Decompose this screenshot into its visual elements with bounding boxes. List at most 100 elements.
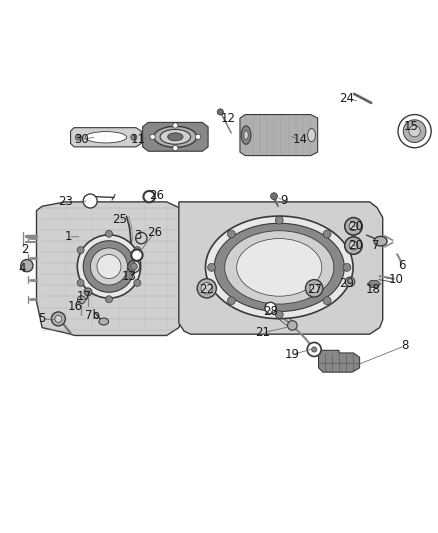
Circle shape bbox=[227, 230, 235, 238]
Circle shape bbox=[77, 247, 84, 254]
Circle shape bbox=[288, 321, 297, 330]
Ellipse shape bbox=[160, 130, 191, 144]
Text: 28: 28 bbox=[263, 304, 278, 318]
Ellipse shape bbox=[78, 235, 141, 298]
Ellipse shape bbox=[241, 126, 251, 144]
Circle shape bbox=[208, 263, 215, 271]
Circle shape bbox=[201, 282, 212, 294]
Circle shape bbox=[75, 134, 81, 140]
Polygon shape bbox=[71, 128, 141, 147]
Circle shape bbox=[195, 134, 201, 140]
Text: 23: 23 bbox=[58, 196, 73, 208]
Circle shape bbox=[265, 302, 276, 313]
Text: 3: 3 bbox=[134, 229, 142, 241]
Circle shape bbox=[131, 134, 137, 140]
Ellipse shape bbox=[374, 236, 387, 246]
Ellipse shape bbox=[90, 248, 127, 285]
Text: 26: 26 bbox=[147, 226, 162, 239]
Circle shape bbox=[78, 296, 85, 304]
Circle shape bbox=[403, 120, 426, 142]
Circle shape bbox=[77, 279, 84, 286]
Circle shape bbox=[150, 134, 155, 140]
Text: 20: 20 bbox=[348, 239, 363, 252]
Text: 26: 26 bbox=[149, 189, 165, 202]
Circle shape bbox=[409, 125, 420, 137]
Text: 15: 15 bbox=[404, 120, 419, 133]
Circle shape bbox=[311, 347, 317, 352]
Circle shape bbox=[349, 222, 358, 231]
Text: 14: 14 bbox=[292, 133, 307, 147]
Text: 30: 30 bbox=[74, 133, 89, 146]
Text: 7: 7 bbox=[371, 239, 379, 252]
Text: 4: 4 bbox=[18, 262, 25, 274]
Circle shape bbox=[136, 232, 147, 244]
Polygon shape bbox=[179, 202, 383, 334]
Circle shape bbox=[349, 241, 358, 250]
Text: 12: 12 bbox=[220, 111, 235, 125]
Ellipse shape bbox=[83, 241, 135, 292]
Circle shape bbox=[51, 312, 65, 326]
Circle shape bbox=[55, 316, 62, 322]
Circle shape bbox=[84, 288, 92, 296]
Text: 17: 17 bbox=[77, 290, 92, 303]
Text: 2: 2 bbox=[21, 244, 28, 256]
Ellipse shape bbox=[307, 128, 315, 142]
Circle shape bbox=[83, 194, 97, 208]
Text: 21: 21 bbox=[255, 326, 270, 340]
Circle shape bbox=[106, 296, 113, 303]
Text: 8: 8 bbox=[401, 340, 408, 352]
Text: 27: 27 bbox=[307, 282, 321, 296]
Circle shape bbox=[307, 343, 321, 357]
Text: 10: 10 bbox=[389, 273, 403, 286]
Circle shape bbox=[343, 263, 351, 271]
Text: 6: 6 bbox=[398, 259, 405, 272]
Ellipse shape bbox=[205, 216, 353, 319]
Circle shape bbox=[197, 279, 216, 298]
Circle shape bbox=[323, 230, 331, 238]
Text: 9: 9 bbox=[280, 193, 287, 207]
Ellipse shape bbox=[225, 231, 334, 304]
Circle shape bbox=[131, 249, 143, 261]
Ellipse shape bbox=[237, 239, 322, 296]
Ellipse shape bbox=[244, 131, 248, 140]
Circle shape bbox=[345, 277, 355, 287]
Polygon shape bbox=[36, 202, 182, 335]
Circle shape bbox=[323, 297, 331, 305]
Text: 1: 1 bbox=[65, 230, 72, 243]
Circle shape bbox=[276, 311, 283, 318]
Text: 22: 22 bbox=[199, 282, 214, 296]
Polygon shape bbox=[318, 350, 360, 372]
Ellipse shape bbox=[154, 126, 197, 147]
Ellipse shape bbox=[85, 132, 127, 143]
Circle shape bbox=[134, 247, 141, 254]
Ellipse shape bbox=[168, 133, 183, 141]
Circle shape bbox=[345, 217, 362, 235]
Circle shape bbox=[309, 345, 319, 354]
Circle shape bbox=[21, 260, 33, 272]
Text: 13: 13 bbox=[122, 270, 137, 282]
Circle shape bbox=[271, 193, 278, 200]
Circle shape bbox=[131, 263, 138, 270]
Text: 19: 19 bbox=[285, 348, 300, 361]
Circle shape bbox=[106, 230, 113, 237]
Polygon shape bbox=[240, 115, 318, 156]
Text: 20: 20 bbox=[348, 220, 363, 233]
Text: 16: 16 bbox=[67, 300, 82, 313]
Circle shape bbox=[276, 216, 283, 224]
Text: 25: 25 bbox=[112, 213, 127, 226]
Circle shape bbox=[134, 279, 141, 286]
Circle shape bbox=[305, 280, 323, 297]
Text: 5: 5 bbox=[39, 312, 46, 325]
Text: 18: 18 bbox=[365, 282, 380, 296]
Text: 11: 11 bbox=[131, 133, 146, 147]
Circle shape bbox=[144, 191, 155, 203]
Polygon shape bbox=[367, 280, 381, 287]
Text: 24: 24 bbox=[339, 92, 354, 105]
Text: 29: 29 bbox=[339, 277, 354, 289]
Circle shape bbox=[173, 123, 178, 128]
Ellipse shape bbox=[97, 254, 121, 279]
Circle shape bbox=[217, 109, 223, 115]
Circle shape bbox=[173, 146, 178, 151]
Text: 7b: 7b bbox=[85, 309, 100, 322]
Ellipse shape bbox=[99, 318, 109, 325]
